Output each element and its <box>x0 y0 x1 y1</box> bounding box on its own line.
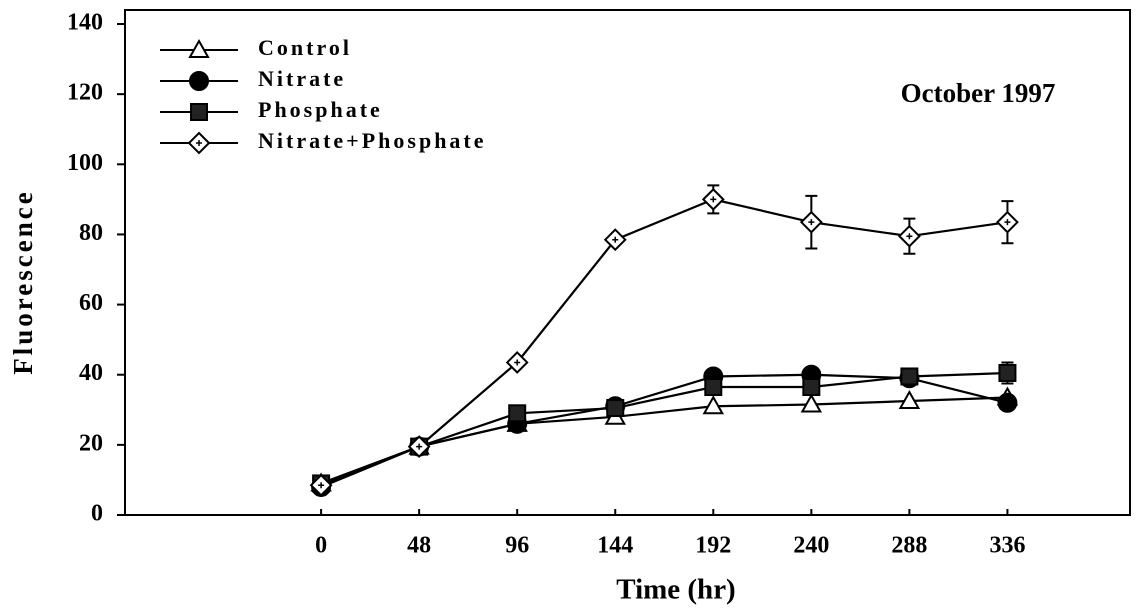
marker <box>997 392 1018 413</box>
x-tick-label: 48 <box>407 533 431 559</box>
legend-label: Control <box>258 35 352 60</box>
x-tick-label: 240 <box>793 533 829 559</box>
y-tick-label: 60 <box>79 290 103 316</box>
y-tick-label: 40 <box>79 360 103 386</box>
marker <box>606 399 625 418</box>
legend-marker <box>190 103 208 121</box>
legend-marker <box>188 38 210 58</box>
y-tick-label: 140 <box>67 10 103 36</box>
marker-cross <box>710 196 717 203</box>
series-line <box>320 198 1008 487</box>
y-tick-label: 80 <box>79 220 103 246</box>
legend-label: Phosphate <box>258 97 383 122</box>
series-line <box>320 371 1008 485</box>
marker-cross <box>906 233 913 240</box>
marker-cross <box>514 359 521 366</box>
x-tick-label: 336 <box>989 533 1025 559</box>
marker-cross <box>612 236 619 243</box>
marker <box>704 377 723 396</box>
marker-cross <box>318 482 325 489</box>
x-tick-label: 96 <box>505 533 529 559</box>
legend-label: Nitrate <box>258 66 346 91</box>
marker-cross <box>1004 219 1011 226</box>
series-line <box>320 373 1008 488</box>
x-tick-label: 0 <box>315 533 327 559</box>
marker <box>702 395 725 415</box>
marker-cross <box>808 219 815 226</box>
marker-cross <box>416 443 423 450</box>
legend-label: Nitrate+Phosphate <box>258 128 487 153</box>
y-tick-label: 0 <box>91 501 103 527</box>
legend-marker-cross <box>196 140 202 146</box>
marker <box>508 404 527 423</box>
marker <box>898 389 921 410</box>
x-tick-label: 144 <box>597 533 633 559</box>
y-tick-label: 100 <box>67 150 103 176</box>
x-tick-label: 288 <box>891 533 927 559</box>
marker <box>802 377 821 396</box>
marker <box>800 393 823 413</box>
x-tick-label: 192 <box>695 533 731 559</box>
marker <box>900 367 919 386</box>
y-tick-label: 120 <box>67 80 103 106</box>
y-tick-label: 20 <box>79 430 103 456</box>
marker <box>998 363 1017 382</box>
legend-marker <box>189 71 209 91</box>
y-axis-label: Fluorescence <box>8 189 38 374</box>
x-axis-label: Time (hr) <box>616 574 735 606</box>
annotation: October 1997 <box>901 78 1056 108</box>
plot-frame <box>124 9 1131 516</box>
